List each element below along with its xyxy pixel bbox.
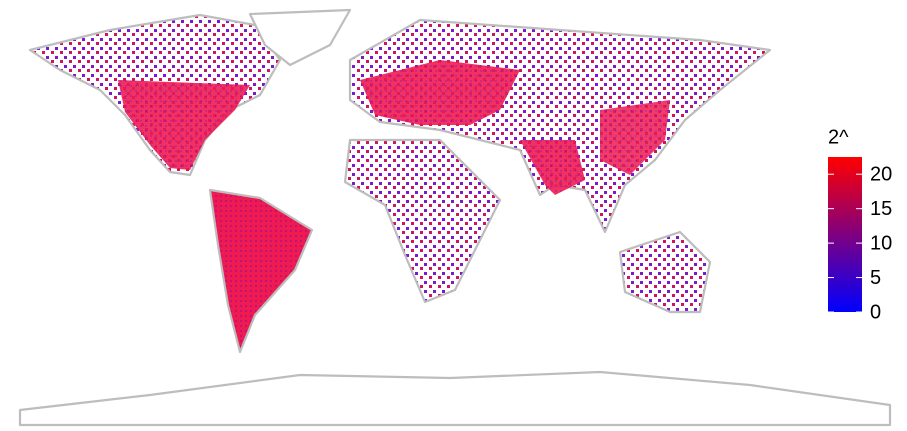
color-bar xyxy=(828,157,862,312)
east-asia-dense xyxy=(600,100,670,175)
europe-dense xyxy=(360,60,520,125)
legend-title: 2^ xyxy=(828,126,849,148)
color-legend: 2^ 0 5 10 15 20 xyxy=(828,126,892,323)
south-america xyxy=(208,188,314,354)
africa xyxy=(343,138,502,304)
greenland xyxy=(248,8,352,67)
tick-label: 10 xyxy=(870,232,892,254)
tick-label: 15 xyxy=(870,198,892,220)
north-america-dense xyxy=(118,80,250,170)
tick-label: 5 xyxy=(870,267,881,289)
tick-label: 0 xyxy=(870,301,881,323)
land-masses xyxy=(18,8,892,427)
antarctica xyxy=(18,370,892,427)
australia xyxy=(618,230,712,314)
tick-label: 20 xyxy=(870,164,892,186)
south-asia-dense xyxy=(520,140,585,195)
